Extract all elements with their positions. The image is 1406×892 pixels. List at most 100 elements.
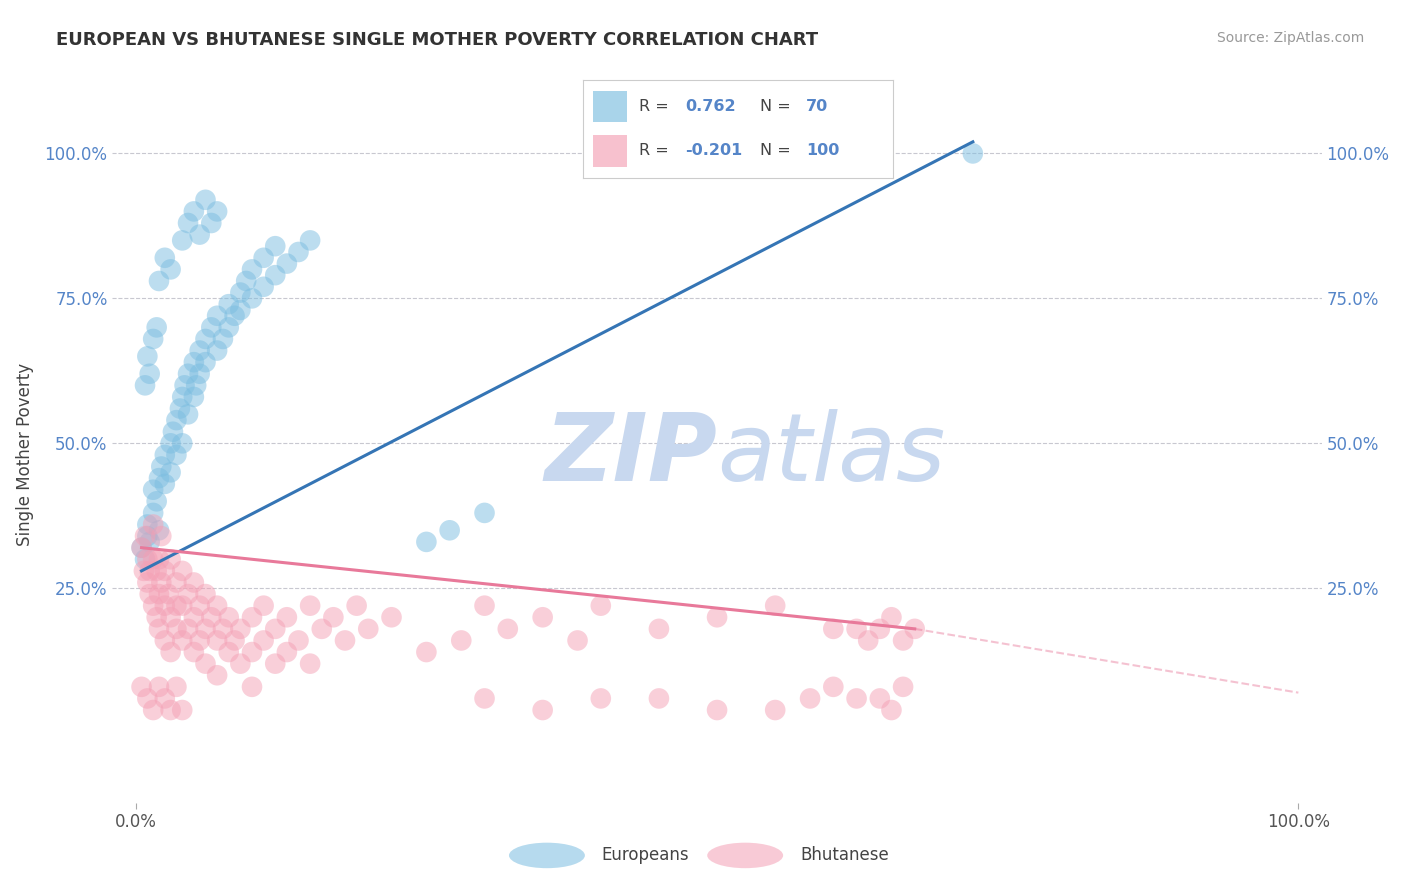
Point	[131, 541, 153, 555]
Point	[264, 239, 287, 253]
Point	[235, 274, 257, 288]
Point	[134, 529, 156, 543]
Point	[138, 564, 160, 578]
Point	[264, 657, 287, 671]
Point	[200, 610, 222, 624]
Point	[148, 523, 170, 537]
Point	[763, 703, 786, 717]
Point	[162, 425, 184, 439]
Point	[165, 680, 187, 694]
Point	[496, 622, 519, 636]
Point	[142, 483, 165, 497]
Point	[799, 691, 821, 706]
Point	[173, 378, 195, 392]
Point	[218, 320, 240, 334]
Point	[212, 332, 235, 346]
Point	[183, 610, 205, 624]
Point	[205, 599, 228, 613]
Point	[200, 216, 222, 230]
Point	[165, 622, 187, 636]
Point	[240, 645, 263, 659]
Point	[589, 599, 612, 613]
Point	[706, 610, 728, 624]
Point	[229, 622, 252, 636]
Point	[183, 355, 205, 369]
Point	[183, 645, 205, 659]
Point	[132, 564, 155, 578]
Point	[145, 564, 167, 578]
Point	[138, 587, 160, 601]
Point	[188, 343, 211, 358]
Point	[218, 645, 240, 659]
Point	[240, 291, 263, 305]
Text: EUROPEAN VS BHUTANESE SINGLE MOTHER POVERTY CORRELATION CHART: EUROPEAN VS BHUTANESE SINGLE MOTHER POVE…	[56, 31, 818, 49]
Point	[252, 633, 274, 648]
Point	[229, 285, 252, 300]
Point	[346, 599, 368, 613]
Text: 0.762: 0.762	[686, 99, 737, 114]
Point	[194, 193, 217, 207]
Point	[706, 703, 728, 717]
Point	[845, 622, 868, 636]
Point	[200, 320, 222, 334]
Point	[136, 517, 159, 532]
Point	[218, 297, 240, 311]
Point	[183, 575, 205, 590]
Point	[823, 622, 845, 636]
Point	[188, 633, 211, 648]
Point	[380, 610, 402, 624]
Y-axis label: Single Mother Poverty: Single Mother Poverty	[15, 363, 34, 547]
Point	[165, 448, 187, 462]
Point	[172, 390, 194, 404]
Point	[177, 407, 200, 422]
Point	[148, 587, 170, 601]
Point	[474, 506, 496, 520]
Point	[136, 575, 159, 590]
Point	[159, 552, 181, 566]
Point	[157, 587, 180, 601]
Point	[357, 622, 380, 636]
Point	[252, 251, 274, 265]
Point	[153, 633, 176, 648]
Point	[153, 476, 176, 491]
Point	[869, 622, 891, 636]
Point	[148, 471, 170, 485]
Point	[276, 610, 298, 624]
Point	[136, 552, 159, 566]
Point	[145, 320, 167, 334]
Point	[311, 622, 333, 636]
Text: atlas: atlas	[717, 409, 945, 500]
Point	[165, 575, 187, 590]
Point	[224, 309, 246, 323]
Point	[194, 332, 217, 346]
Point	[212, 622, 235, 636]
Point	[148, 622, 170, 636]
Bar	[593, 91, 627, 122]
Point	[240, 610, 263, 624]
Text: N =: N =	[759, 144, 796, 159]
Point	[150, 575, 173, 590]
Point	[188, 227, 211, 242]
Point	[148, 552, 170, 566]
Text: 100: 100	[806, 144, 839, 159]
Point	[415, 534, 437, 549]
Point	[287, 633, 309, 648]
Point	[183, 390, 205, 404]
Ellipse shape	[707, 843, 783, 868]
Text: R =: R =	[640, 99, 673, 114]
Point	[205, 668, 228, 682]
Point	[131, 541, 153, 555]
Point	[648, 622, 671, 636]
Text: Europeans: Europeans	[602, 847, 689, 864]
Point	[134, 378, 156, 392]
Text: ZIP: ZIP	[544, 409, 717, 501]
Text: R =: R =	[640, 144, 673, 159]
Point	[322, 610, 344, 624]
Point	[142, 506, 165, 520]
Point	[150, 529, 173, 543]
Point	[159, 703, 181, 717]
Point	[188, 367, 211, 381]
Point	[264, 622, 287, 636]
Point	[186, 378, 208, 392]
Point	[299, 599, 322, 613]
